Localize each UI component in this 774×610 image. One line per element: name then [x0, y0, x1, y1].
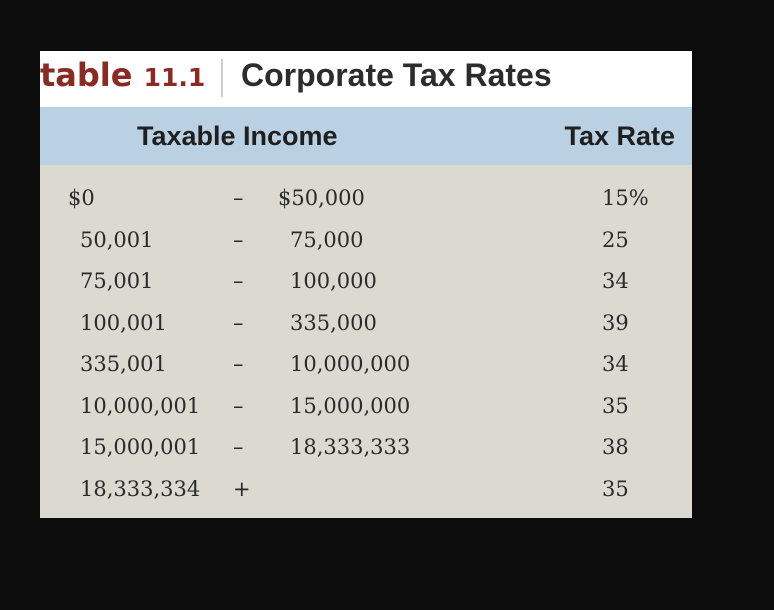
tax-rate-value: 35 — [602, 476, 629, 501]
table-title: Corporate Tax Rates — [241, 57, 552, 93]
income-upper-bound: 18,333,333 — [290, 435, 411, 459]
range-separator: – — [233, 310, 244, 335]
table-row: 10,000,001 – 15,000,000 35 — [40, 387, 692, 429]
table-label-number: 11.1 — [143, 63, 206, 92]
table-row: 18,333,334 + 35 — [40, 470, 692, 512]
table-row: 15,000,001 – 18,333,333 38 — [40, 428, 692, 470]
tax-rate-value: 15% — [602, 186, 649, 210]
tax-rate-value: 34 — [602, 352, 629, 376]
tax-rate-value: 38 — [602, 435, 629, 459]
table-title-bar: table 11.1 Corporate Tax Rates — [40, 51, 692, 107]
range-separator: – — [233, 393, 244, 418]
income-upper-bound: 335,000 — [290, 310, 377, 335]
income-upper-bound: 10,000,000 — [290, 352, 411, 376]
range-separator: + — [233, 476, 251, 501]
tax-rate-value: 35 — [602, 393, 629, 418]
income-lower-bound: 10,000,001 — [80, 393, 201, 418]
income-lower-bound: $0 — [68, 186, 95, 210]
income-lower-bound: 15,000,001 — [80, 435, 201, 459]
range-separator: – — [233, 227, 244, 252]
table-body: $0 – $50,000 15% 50,001 – 75,000 25 75,0… — [40, 179, 692, 511]
income-lower-bound: 75,001 — [80, 269, 154, 293]
tax-rate-value: 39 — [602, 310, 629, 335]
income-upper-bound: 15,000,000 — [290, 393, 411, 418]
income-upper-bound: 100,000 — [290, 269, 377, 293]
income-upper-bound: 75,000 — [290, 227, 364, 252]
column-header-tax-rate: Tax Rate — [564, 121, 675, 151]
table-row: 100,001 – 335,000 39 — [40, 304, 692, 346]
income-lower-bound: 100,001 — [80, 310, 167, 335]
column-header-taxable-income: Taxable Income — [137, 121, 338, 151]
income-lower-bound: 18,333,334 — [80, 476, 201, 501]
tax-rate-value: 34 — [602, 269, 629, 293]
income-lower-bound: 50,001 — [80, 227, 154, 252]
column-header-row: Taxable Income Tax Rate — [40, 107, 692, 165]
income-upper-bound: $50,000 — [278, 186, 365, 210]
income-lower-bound: 335,001 — [80, 352, 167, 376]
range-separator: – — [233, 352, 244, 376]
table-row: $0 – $50,000 15% — [40, 179, 692, 221]
table-row: 50,001 – 75,000 25 — [40, 221, 692, 263]
range-separator: – — [233, 186, 244, 210]
table-label: table 11.1 — [40, 53, 205, 100]
tax-rate-value: 25 — [602, 227, 629, 252]
title-divider — [221, 59, 223, 97]
table-row: 335,001 – 10,000,000 34 — [40, 345, 692, 387]
table-label-word: table — [40, 56, 133, 94]
range-separator: – — [233, 269, 244, 293]
table-row: 75,001 – 100,000 34 — [40, 262, 692, 304]
tax-rate-table: table 11.1 Corporate Tax Rates Taxable I… — [40, 51, 692, 518]
range-separator: – — [233, 435, 244, 459]
